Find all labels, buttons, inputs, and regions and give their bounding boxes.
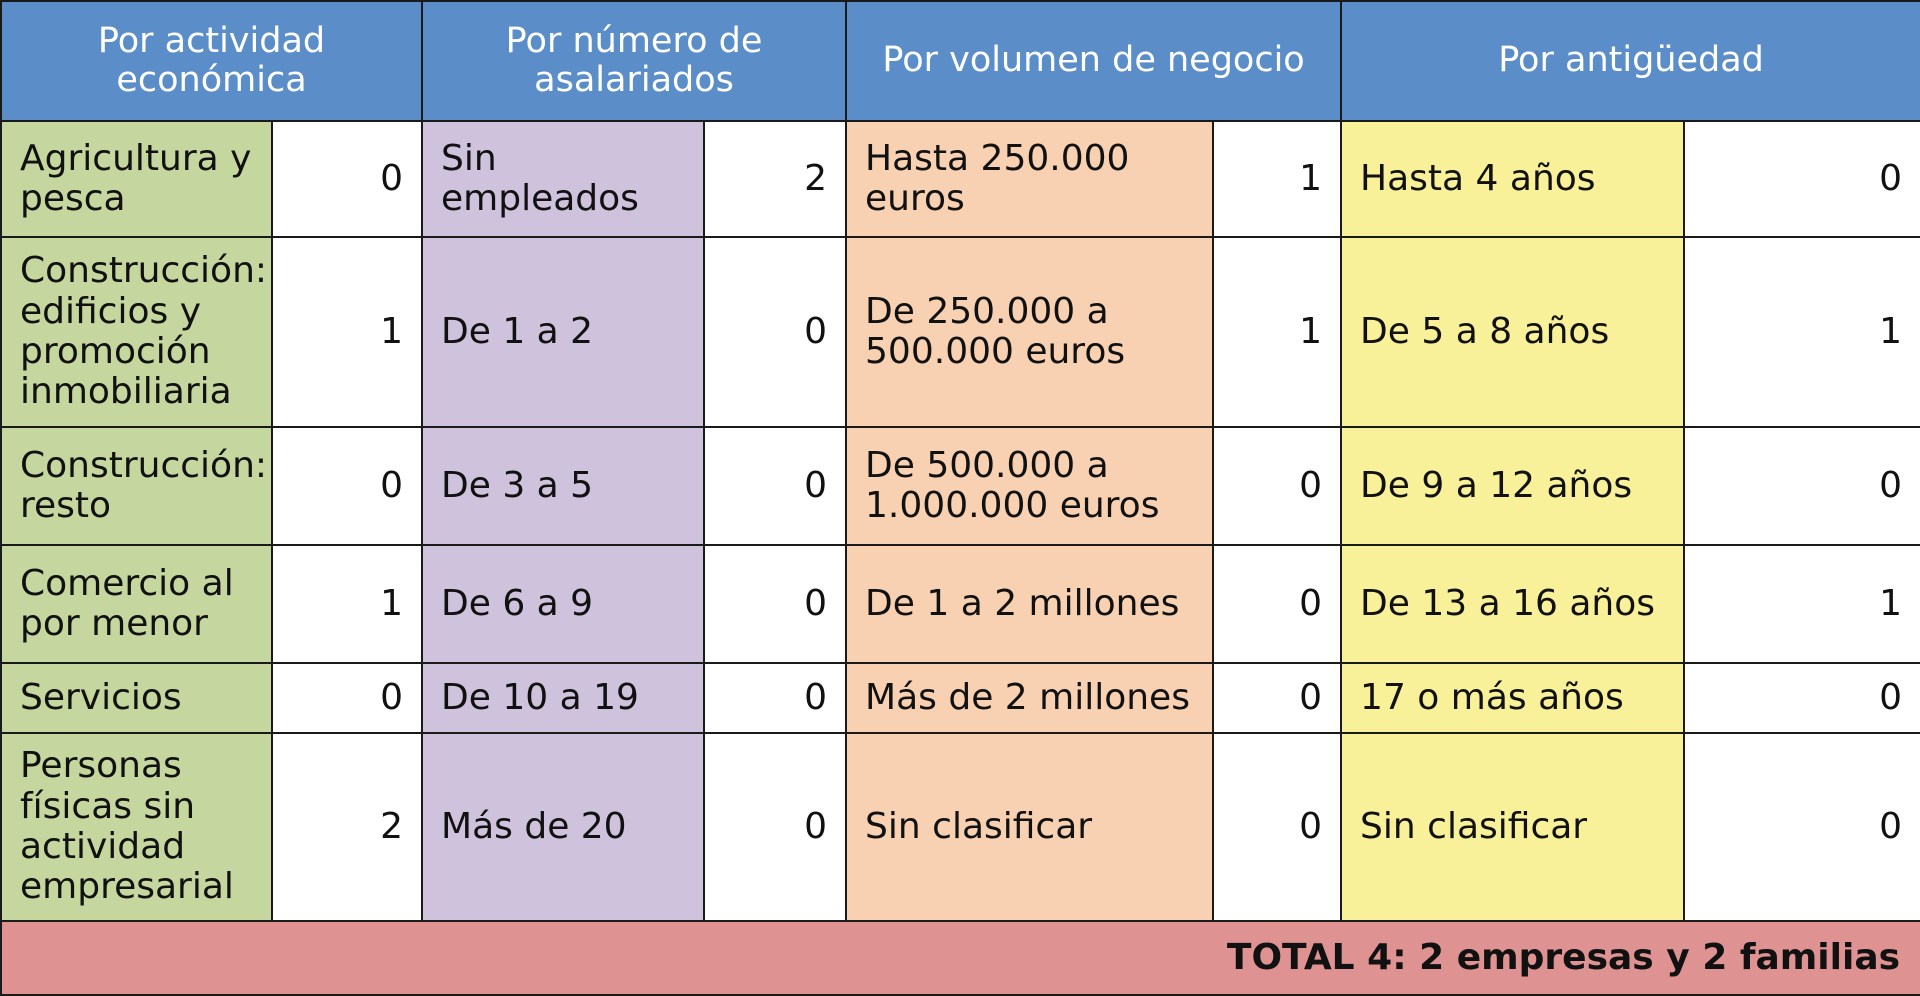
antiguedad-value: 1 — [1683, 544, 1920, 664]
asalariados-label: De 10 a 19 — [421, 662, 706, 734]
asalariados-label: Sin empleados — [421, 120, 706, 238]
asalariados-value: 2 — [703, 120, 848, 238]
volumen-label: De 500.000 a 1.000.000 euros — [845, 426, 1215, 546]
volumen-value: 0 — [1212, 426, 1343, 546]
asalariados-label: De 6 a 9 — [421, 544, 706, 664]
antiguedad-value: 0 — [1683, 120, 1920, 238]
antiguedad-label: Hasta 4 años — [1340, 120, 1686, 238]
volumen-value: 1 — [1212, 120, 1343, 238]
asalariados-value: 0 — [703, 236, 848, 428]
antiguedad-label: 17 o más años — [1340, 662, 1686, 734]
actividad-label: Comercio al por menor — [0, 544, 273, 664]
antiguedad-value: 0 — [1683, 426, 1920, 546]
header-actividad: Por actividad económica — [0, 0, 424, 122]
actividad-label: Personas físicas sin actividad empresari… — [0, 732, 273, 922]
volumen-label: De 250.000 a 500.000 euros — [845, 236, 1215, 428]
header-row: Por actividad económica Por número de as… — [0, 0, 1920, 122]
asalariados-label: Más de 20 — [421, 732, 706, 922]
volumen-label: Más de 2 millones — [845, 662, 1215, 734]
total-summary: TOTAL 4: 2 empresas y 2 familias — [0, 920, 1920, 996]
antiguedad-value: 0 — [1683, 662, 1920, 734]
actividad-label: Construcción: resto — [0, 426, 273, 546]
table-row: Comercio al por menor 1 De 6 a 9 0 De 1 … — [0, 544, 1920, 664]
actividad-label: Agricultura y pesca — [0, 120, 273, 238]
table-row: Servicios 0 De 10 a 19 0 Más de 2 millon… — [0, 662, 1920, 734]
actividad-value: 1 — [270, 544, 424, 664]
table-row: Personas físicas sin actividad empresari… — [0, 732, 1920, 922]
total-row: TOTAL 4: 2 empresas y 2 familias — [0, 920, 1920, 996]
actividad-value: 0 — [270, 426, 424, 546]
antiguedad-value: 0 — [1683, 732, 1920, 922]
header-volumen: Por volumen de negocio — [845, 0, 1343, 122]
volumen-value: 0 — [1212, 732, 1343, 922]
table-row: Construcción: edificios y promoción inmo… — [0, 236, 1920, 428]
antiguedad-label: De 13 a 16 años — [1340, 544, 1686, 664]
actividad-value: 1 — [270, 236, 424, 428]
actividad-value: 0 — [270, 120, 424, 238]
table-row: Construcción: resto 0 De 3 a 5 0 De 500.… — [0, 426, 1920, 546]
actividad-label: Construcción: edificios y promoción inmo… — [0, 236, 273, 428]
table-row: Agricultura y pesca 0 Sin empleados 2 Ha… — [0, 120, 1920, 238]
volumen-label: De 1 a 2 millones — [845, 544, 1215, 664]
actividad-value: 0 — [270, 662, 424, 734]
header-antiguedad: Por antigüedad — [1340, 0, 1920, 122]
actividad-label: Servicios — [0, 662, 273, 734]
volumen-value: 1 — [1212, 236, 1343, 428]
asalariados-label: De 3 a 5 — [421, 426, 706, 546]
actividad-value: 2 — [270, 732, 424, 922]
volumen-value: 0 — [1212, 544, 1343, 664]
asalariados-label: De 1 a 2 — [421, 236, 706, 428]
header-asalariados: Por número de asalariados — [421, 0, 848, 122]
antiguedad-label: De 9 a 12 años — [1340, 426, 1686, 546]
asalariados-value: 0 — [703, 544, 848, 664]
volumen-label: Hasta 250.000 euros — [845, 120, 1215, 238]
antiguedad-label: De 5 a 8 años — [1340, 236, 1686, 428]
antiguedad-value: 1 — [1683, 236, 1920, 428]
asalariados-value: 0 — [703, 426, 848, 546]
volumen-value: 0 — [1212, 662, 1343, 734]
asalariados-value: 0 — [703, 732, 848, 922]
asalariados-value: 0 — [703, 662, 848, 734]
antiguedad-label: Sin clasificar — [1340, 732, 1686, 922]
volumen-label: Sin clasificar — [845, 732, 1215, 922]
